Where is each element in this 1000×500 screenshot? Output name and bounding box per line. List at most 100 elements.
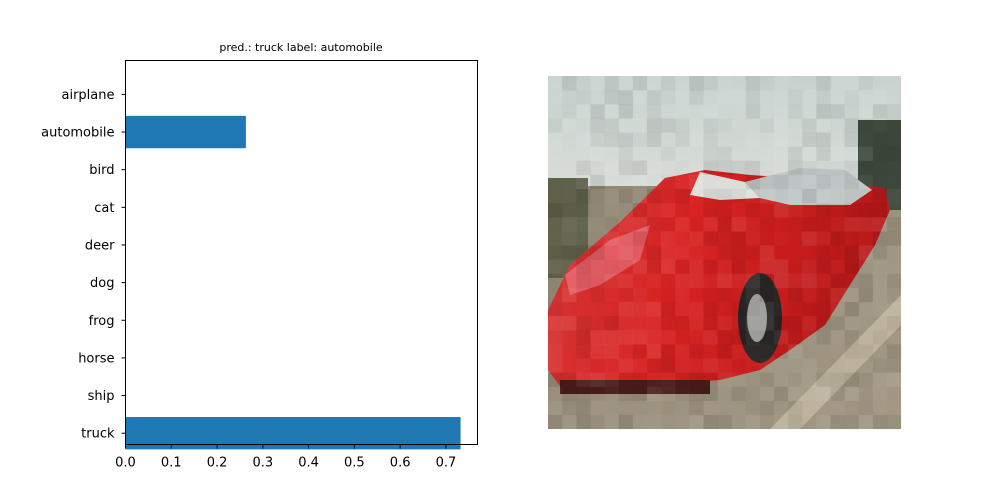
image-pixel bbox=[788, 217, 802, 231]
image-pixel bbox=[774, 76, 788, 90]
car-hood-highlight bbox=[565, 225, 650, 295]
image-pixel bbox=[604, 147, 618, 161]
image-pixel bbox=[788, 188, 803, 204]
image-pixel bbox=[647, 231, 661, 245]
image-pixel bbox=[548, 330, 562, 344]
y-tick-label: deer bbox=[85, 238, 115, 253]
image-pixel bbox=[646, 217, 662, 232]
image-pixel bbox=[703, 175, 717, 189]
image-pixel bbox=[788, 76, 802, 90]
image-pixel bbox=[675, 401, 689, 415]
image-pixel bbox=[647, 373, 661, 387]
image-pixel bbox=[802, 301, 817, 317]
image-pixel bbox=[746, 217, 760, 231]
image-pixel bbox=[802, 146, 817, 162]
image-pixel bbox=[732, 76, 746, 90]
image-pixel bbox=[562, 274, 576, 288]
image-pixel bbox=[731, 90, 746, 105]
image-pixel bbox=[788, 330, 803, 345]
image-pixel bbox=[576, 217, 591, 232]
image-pixel bbox=[576, 231, 590, 245]
image-pixel bbox=[858, 301, 874, 317]
image-pixel bbox=[886, 231, 902, 246]
image-pixel bbox=[548, 217, 562, 231]
image-pixel bbox=[675, 245, 690, 260]
chart-title: pred.: truck label: automobile bbox=[219, 41, 383, 54]
image-pixel bbox=[816, 90, 831, 105]
image-pixel bbox=[548, 132, 563, 147]
image-pixel bbox=[872, 358, 888, 373]
image-pixel bbox=[887, 401, 901, 415]
image-pixel bbox=[632, 90, 648, 105]
image-pixel bbox=[576, 330, 591, 345]
image-pixel bbox=[844, 118, 859, 133]
image-pixel bbox=[802, 231, 817, 246]
image-pixel bbox=[873, 401, 887, 415]
image-pixel bbox=[675, 217, 690, 232]
image-pixel bbox=[717, 330, 732, 345]
image-pixel bbox=[886, 217, 902, 232]
image-pixel bbox=[830, 245, 844, 259]
image-pixel bbox=[731, 372, 746, 387]
image-pixel bbox=[844, 259, 859, 274]
image-pixel bbox=[732, 316, 746, 330]
image-pixel bbox=[689, 147, 703, 161]
image-pixel bbox=[618, 104, 634, 119]
image-pixel bbox=[689, 90, 704, 105]
image-pixel bbox=[773, 160, 789, 176]
image-pixel bbox=[830, 260, 844, 274]
image-pixel bbox=[773, 372, 789, 387]
image-pixel bbox=[675, 387, 689, 401]
image-pixel bbox=[590, 344, 605, 359]
image-pixel bbox=[604, 414, 619, 430]
image-pixel bbox=[830, 90, 845, 105]
image-pixel bbox=[802, 76, 816, 90]
image-pixel bbox=[830, 273, 845, 289]
image-pixel bbox=[830, 414, 845, 430]
image-pixel bbox=[745, 104, 761, 119]
image-pixel bbox=[590, 203, 604, 217]
image-pixel bbox=[830, 188, 845, 204]
image-pixel bbox=[661, 401, 675, 415]
image-pixel bbox=[703, 203, 718, 218]
image-pixel bbox=[759, 273, 775, 289]
image-pixel bbox=[590, 245, 605, 260]
image-pixel bbox=[619, 189, 633, 203]
image-pixel bbox=[576, 160, 591, 176]
image-pixel bbox=[661, 76, 675, 90]
image-pixel bbox=[858, 372, 874, 387]
image-pixel bbox=[816, 287, 831, 303]
image-pixel bbox=[760, 231, 774, 245]
image-pixel bbox=[562, 259, 577, 274]
image-pixel bbox=[830, 217, 844, 231]
image-pixel bbox=[576, 372, 591, 387]
image-pixel bbox=[745, 414, 761, 430]
image-pixel bbox=[632, 231, 648, 246]
image-pixel bbox=[731, 188, 746, 204]
image-pixel bbox=[689, 273, 704, 289]
image-pixel bbox=[661, 415, 675, 429]
image-pixel bbox=[859, 132, 873, 146]
image-pixel bbox=[746, 387, 760, 401]
image-pixel bbox=[590, 146, 605, 162]
image-pixel bbox=[618, 76, 634, 91]
image-pixel bbox=[604, 302, 618, 316]
image-pixel bbox=[873, 344, 887, 358]
image-pixel bbox=[830, 76, 845, 91]
input-image-panel bbox=[548, 76, 902, 430]
image-pixel bbox=[590, 330, 605, 345]
image-pixel bbox=[632, 301, 648, 317]
image-pixel bbox=[816, 231, 830, 245]
image-pixel bbox=[858, 160, 874, 176]
image-pixel bbox=[816, 316, 831, 331]
image-pixel bbox=[562, 344, 576, 358]
image-pixel bbox=[816, 146, 831, 162]
image-pixel bbox=[717, 344, 732, 359]
image-pixel bbox=[746, 189, 760, 203]
image-pixel bbox=[646, 344, 662, 359]
image-pixel bbox=[773, 259, 789, 274]
image-pixel bbox=[816, 372, 831, 387]
image-pixel bbox=[830, 146, 845, 162]
image-pixel bbox=[873, 316, 887, 330]
image-pixel bbox=[703, 231, 718, 246]
